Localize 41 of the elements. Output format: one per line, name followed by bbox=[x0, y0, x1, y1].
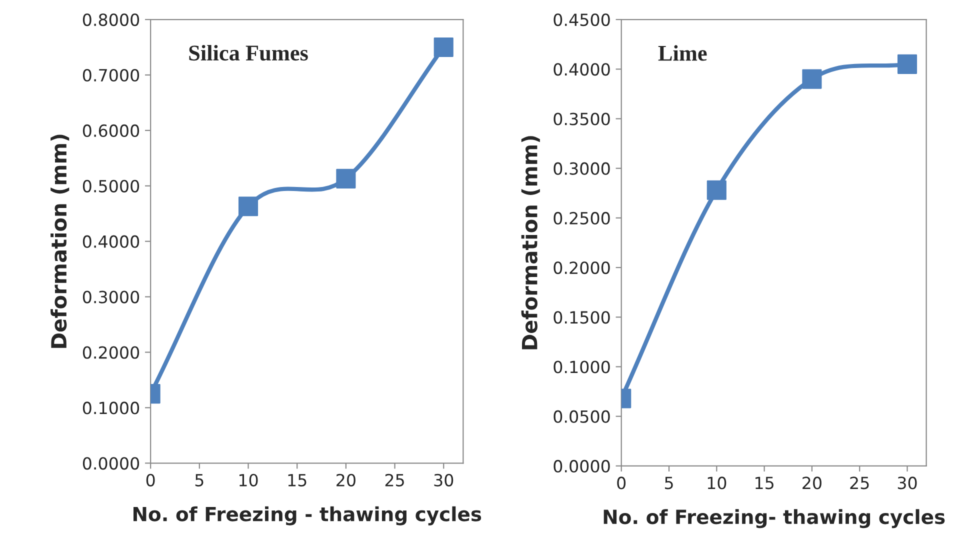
y-tick-label: 0.3000 bbox=[82, 290, 140, 304]
x-tick-label: 25 bbox=[385, 474, 404, 486]
y-axis-title: Deformation (mm) bbox=[50, 134, 70, 348]
y-tick-label: 0.3500 bbox=[554, 112, 610, 126]
y-tick-label: 0.1000 bbox=[82, 402, 140, 414]
point bbox=[434, 37, 454, 58]
x-axis-title: No. of Freezing- thawing cycles bbox=[604, 509, 945, 528]
y-tick-label: 0.4000 bbox=[554, 63, 610, 76]
x-tick-label: 10 bbox=[708, 476, 726, 490]
y-tick-label: 0.0000 bbox=[554, 460, 610, 472]
y-tick-label: 0.6000 bbox=[82, 124, 140, 137]
x-tick-label: 30 bbox=[434, 474, 454, 486]
x-tick-label: 30 bbox=[898, 476, 917, 490]
x-tick-label: 25 bbox=[850, 476, 869, 490]
y-tick-label: 0.0000 bbox=[82, 457, 140, 470]
y-tick-label: 0.2000 bbox=[82, 346, 140, 359]
y-tick-label: 0.7000 bbox=[82, 68, 140, 82]
y-tick-label: 0.4000 bbox=[82, 235, 140, 248]
y-axis-title: Deformation (mm) bbox=[521, 136, 540, 350]
y-tick-label: 0.4500 bbox=[554, 13, 610, 26]
x-tick-label: 20 bbox=[802, 476, 822, 490]
y-tick-label: 0.1500 bbox=[554, 311, 610, 324]
y-tick-label: 0.2000 bbox=[554, 261, 610, 274]
y-tick-label: 0.3000 bbox=[554, 162, 610, 175]
point bbox=[336, 168, 356, 188]
x-axis-title: No. of Freezing - thawing cycles bbox=[134, 506, 482, 526]
text: Silica Fumes bbox=[189, 44, 308, 61]
x-tick-label: 10 bbox=[239, 474, 258, 486]
x-tick-label: 15 bbox=[288, 474, 306, 486]
x-tick-label: 15 bbox=[756, 476, 774, 490]
x-tick-label: 0 bbox=[146, 474, 155, 486]
y-tick-label: 0.8000 bbox=[82, 13, 140, 26]
text: Lime bbox=[658, 45, 707, 61]
x-tick-label: 5 bbox=[195, 474, 204, 486]
y-tick-label: 0.0500 bbox=[554, 410, 610, 423]
x-tick-label: 0 bbox=[617, 476, 626, 490]
y-tick-label: 0.2500 bbox=[554, 212, 610, 224]
x-tick-label: 20 bbox=[336, 474, 356, 486]
y-tick-label: 0.1000 bbox=[554, 360, 610, 374]
y-tick-label: 0.5000 bbox=[82, 180, 140, 192]
x-tick-label: 5 bbox=[664, 476, 673, 490]
